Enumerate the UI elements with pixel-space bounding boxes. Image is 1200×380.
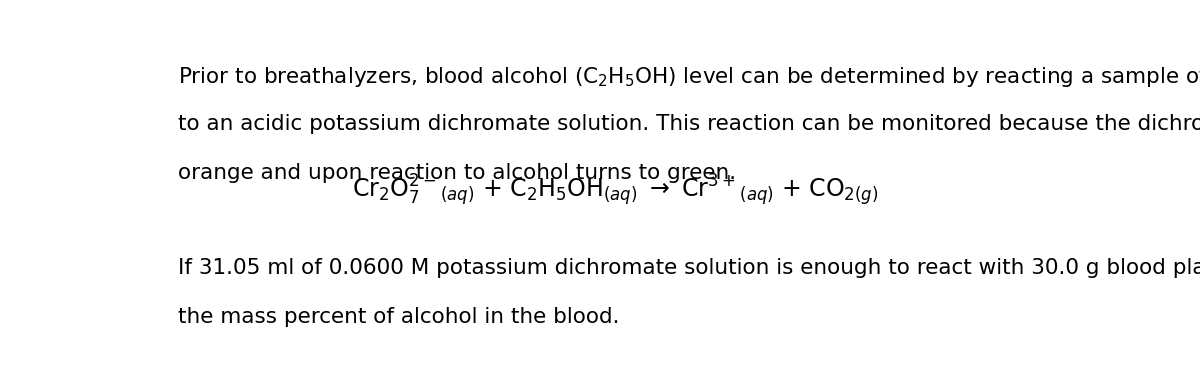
Text: to an acidic potassium dichromate solution. This reaction can be monitored becau: to an acidic potassium dichromate soluti…: [178, 114, 1200, 135]
Text: orange and upon reaction to alcohol turns to green.: orange and upon reaction to alcohol turn…: [178, 163, 736, 183]
Text: Prior to breathalyzers, blood alcohol (C$_2$H$_5$OH) level can be determined by : Prior to breathalyzers, blood alcohol (C…: [178, 65, 1200, 89]
Text: the mass percent of alcohol in the blood.: the mass percent of alcohol in the blood…: [178, 307, 619, 328]
Text: Cr$_2$O$_7^{2-}$$_{(aq)}$ + C$_2$H$_5$OH$_{(aq)}$ $\rightarrow$ Cr$^{3+}$$_{(aq): Cr$_2$O$_7^{2-}$$_{(aq)}$ + C$_2$H$_5$OH…: [352, 173, 878, 208]
Text: If 31.05 ml of 0.0600 M potassium dichromate solution is enough to react with 30: If 31.05 ml of 0.0600 M potassium dichro…: [178, 258, 1200, 278]
